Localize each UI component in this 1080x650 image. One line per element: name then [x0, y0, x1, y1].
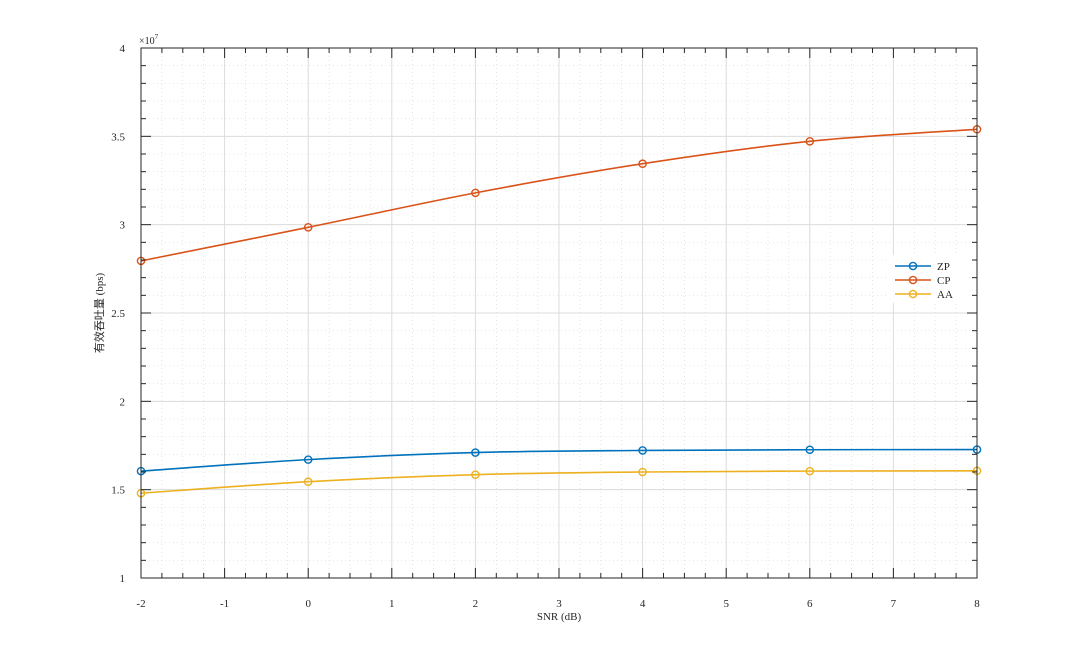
legend: ZP CP AA	[888, 255, 968, 303]
legend-label-cp: CP	[937, 275, 950, 287]
legend-box	[888, 255, 968, 303]
data-point-cp	[303, 223, 313, 232]
y-tick-label: 2	[120, 396, 126, 408]
x-tick-label: 4	[640, 598, 646, 610]
legend-marker-cp	[908, 275, 918, 285]
y-tick-label: 2.5	[111, 308, 125, 320]
x-tick-label: 5	[723, 598, 729, 610]
tick-labels: -2 -1 0 1 2 3 4 5 6 7 8 1 1.5 2 2.5 3 3.5 4	[111, 43, 980, 610]
legend-label-aa: AA	[937, 289, 953, 301]
data-point-zp	[805, 445, 815, 455]
data-point-cp	[805, 136, 815, 146]
y-tick-label: 3	[120, 220, 126, 232]
y-exponent-label: ×107	[139, 33, 159, 47]
x-tick-label: 7	[891, 598, 897, 610]
data-point-aa	[805, 466, 815, 476]
x-tick-label: 0	[305, 598, 311, 610]
x-axis-title: SNR (dB)	[537, 611, 582, 623]
data-point-zp	[303, 455, 313, 464]
legend-marker-zp	[908, 261, 918, 271]
data-point-aa	[638, 467, 647, 477]
x-tick-label: -1	[220, 598, 229, 610]
series-line-aa	[140, 469, 978, 494]
data-point-cp	[471, 188, 480, 198]
axes	[140, 47, 978, 579]
y-axis-title: 有效吞吐量 (bps)	[92, 272, 106, 353]
series-line-cp	[140, 128, 978, 262]
legend-label-zp: ZP	[937, 261, 950, 273]
y-tick-label: 3.5	[111, 131, 125, 143]
y-tick-label: 1.5	[111, 485, 125, 497]
data-point-zp	[638, 446, 647, 455]
y-tick-label: 4	[120, 43, 126, 55]
major-grid	[140, 47, 978, 579]
x-tick-label: 6	[807, 598, 813, 610]
series-layer	[136, 124, 982, 498]
series-line-zp	[140, 448, 978, 472]
data-point-zp	[471, 448, 480, 457]
data-point-aa	[303, 477, 313, 487]
data-point-cp	[638, 159, 647, 169]
legend-marker-aa	[908, 289, 918, 299]
data-point-aa	[471, 470, 480, 479]
x-tick-label: 3	[556, 598, 562, 610]
y-tick-label: 1	[120, 573, 126, 585]
x-tick-label: 2	[473, 598, 479, 610]
x-tick-label: -2	[136, 598, 145, 610]
x-tick-label: 1	[389, 598, 395, 610]
x-tick-label: 8	[974, 598, 980, 610]
